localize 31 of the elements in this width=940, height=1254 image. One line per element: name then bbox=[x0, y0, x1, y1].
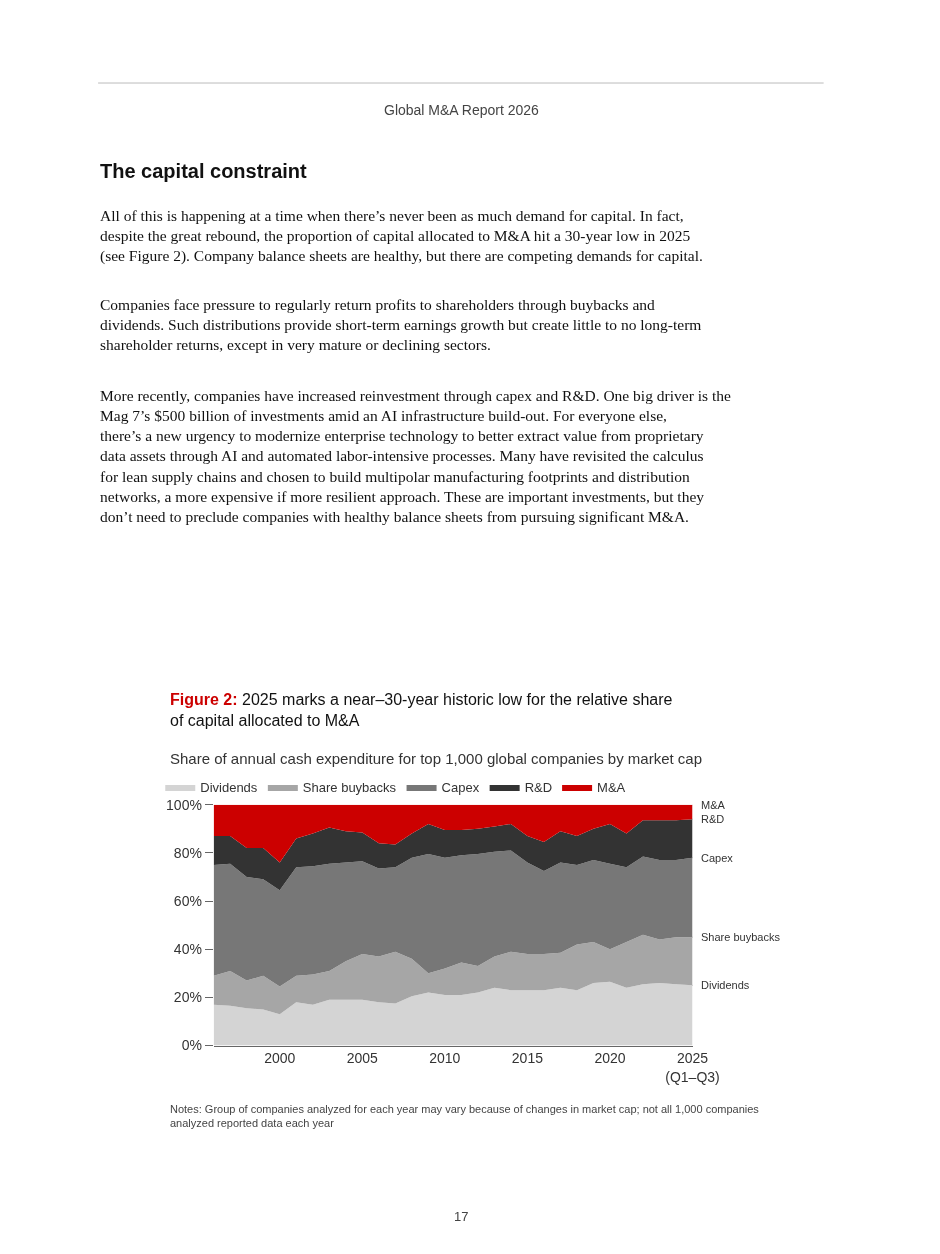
chart-title: Figure 2: 2025 marks a near–30-year historic low for the relative share of capital allocated to M&A bbox=[170, 691, 673, 729]
text: Notes: Group of companies analyzed for each year may vary because of changes in market cap; not all 1,000 companies analyzed reported data each year bbox=[170, 1103, 760, 1130]
text: Dividends bbox=[701, 979, 750, 991]
x-tick-label: 2000 bbox=[264, 1050, 296, 1067]
text: More recently, companies have increased reinvestment through capex and R&D. One big driver is the Mag 7’s $500 billion of investments amid an AI infrastructure build-out. For everyone else, there’s a new urgency to modernize enterprise technology to better extract value from proprietary data assets through AI and automated labor-intensive processes. Many have revisited the calculus for lean supply chains and chosen to build multipolar manufacturing footprints and distribution networks, a more expensive if more resilient approach. These are important investments, but they don’t need to preclude companies with healthy balance sheets from pursuing significant M&A. bbox=[100, 387, 731, 525]
legend-label: Capex bbox=[441, 780, 480, 796]
chart-subtitle: Share of annual cash expenditure for top 1,000 global companies by market cap bbox=[170, 750, 703, 767]
y-tick-label: 60% bbox=[173, 892, 202, 909]
legend-label: M&A bbox=[597, 780, 626, 796]
y-tick-label: 40% bbox=[173, 941, 202, 958]
text: R&D bbox=[701, 813, 725, 825]
y-tick-label: 0% bbox=[181, 1037, 202, 1054]
legend-label: R&D bbox=[524, 780, 553, 796]
text: Global M&A Report 2026 bbox=[384, 102, 540, 118]
x-tick-label: 2010 bbox=[429, 1050, 461, 1067]
legend-label: Dividends bbox=[200, 780, 258, 796]
y-tick-label: 80% bbox=[173, 844, 202, 861]
text: All of this is happening at a time when there’s never been as much demand for capital. In fact, despite the great rebound, the proportion of capital allocated to M&A hit a 30-year low in 2025 (see Figure 2). Company balance sheets are healthy, but there are competing demands for capital. bbox=[100, 207, 703, 266]
x-tick-label: 2015 bbox=[511, 1050, 544, 1067]
y-tick-label: 100% bbox=[166, 796, 202, 813]
text: Companies face pressure to regularly return profits to shareholders through buybacks and dividends. Such distributions provide short-term earnings growth but create little to no long-term shareholder returns, except in very mature or declining sectors. bbox=[100, 296, 702, 354]
text: Capex bbox=[701, 852, 733, 864]
legend-label: Share buybacks bbox=[302, 780, 397, 796]
x-tick-label: 2025 (Q1–Q3) bbox=[665, 1050, 720, 1085]
y-tick-label: 20% bbox=[173, 989, 202, 1006]
text: M&A bbox=[701, 799, 725, 811]
x-tick-label: 2005 bbox=[346, 1050, 379, 1067]
text: Share buybacks bbox=[701, 931, 780, 943]
text: 17 bbox=[454, 1209, 469, 1224]
text: The capital constraint bbox=[100, 160, 308, 182]
x-tick-label: 2020 bbox=[594, 1050, 626, 1067]
